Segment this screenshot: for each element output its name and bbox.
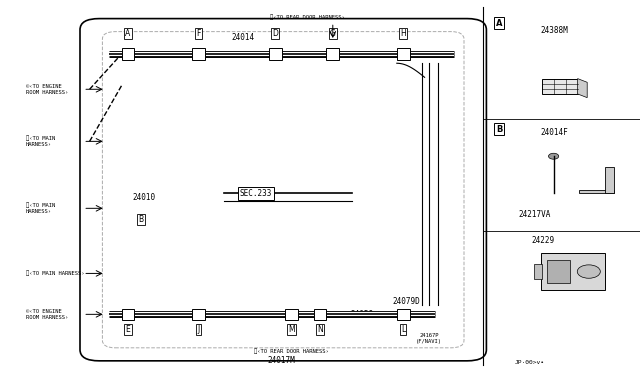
Bar xyxy=(122,48,134,60)
Text: SEC.233: SEC.233 xyxy=(240,189,272,198)
Text: ©‹TO ENGINE
ROOM HARNESS›: ©‹TO ENGINE ROOM HARNESS› xyxy=(26,309,68,320)
Text: 24017M: 24017M xyxy=(268,356,296,365)
Text: 24167P
(F/NAVI): 24167P (F/NAVI) xyxy=(416,333,442,344)
Text: A: A xyxy=(125,29,131,38)
Bar xyxy=(192,309,205,320)
Text: ①‹TO MAIN HARNESS›: ①‹TO MAIN HARNESS› xyxy=(26,270,84,276)
Text: 24388M: 24388M xyxy=(541,26,568,35)
Text: E: E xyxy=(125,325,131,334)
Bar xyxy=(534,264,542,279)
Text: 24217VA: 24217VA xyxy=(518,210,551,219)
Bar xyxy=(269,48,282,60)
Text: JP·00>v•: JP·00>v• xyxy=(515,360,545,365)
Bar xyxy=(122,309,134,320)
Text: Ⓝ‹TO REAR DOOR HARNESS›: Ⓝ‹TO REAR DOOR HARNESS› xyxy=(254,349,328,355)
Text: Ⓐ‹TO MAIN
HARNESS›: Ⓐ‹TO MAIN HARNESS› xyxy=(26,203,55,214)
Bar xyxy=(326,48,339,60)
Text: L: L xyxy=(401,325,405,334)
Text: D: D xyxy=(272,29,278,38)
Bar xyxy=(314,309,326,320)
Text: N: N xyxy=(317,325,323,334)
Bar xyxy=(541,253,605,290)
Text: ©‹TO ENGINE
ROOM HARNESS›: ©‹TO ENGINE ROOM HARNESS› xyxy=(26,84,68,95)
Bar xyxy=(547,260,570,283)
Bar xyxy=(397,48,410,60)
Text: A: A xyxy=(496,19,502,28)
Bar xyxy=(397,309,410,320)
Bar xyxy=(605,167,614,193)
Bar xyxy=(543,78,578,94)
Text: B: B xyxy=(138,215,143,224)
Bar xyxy=(579,190,614,193)
Text: 24229: 24229 xyxy=(531,236,554,245)
Circle shape xyxy=(548,153,559,159)
Text: 24079D: 24079D xyxy=(392,297,420,306)
Polygon shape xyxy=(578,78,588,98)
Text: H: H xyxy=(401,29,406,38)
Text: G: G xyxy=(330,29,336,38)
Bar xyxy=(285,309,298,320)
Circle shape xyxy=(577,265,600,278)
Text: Ⓑ‹TO MAIN
HARNESS›: Ⓑ‹TO MAIN HARNESS› xyxy=(26,136,55,147)
Text: Ⓝ‹TO REAR DOOR HARNESS›: Ⓝ‹TO REAR DOOR HARNESS› xyxy=(270,14,344,20)
Text: 24014F: 24014F xyxy=(541,128,568,137)
Bar xyxy=(192,48,205,60)
Text: F: F xyxy=(196,29,200,38)
Text: J: J xyxy=(197,325,200,334)
Text: 24014: 24014 xyxy=(232,33,255,42)
Text: 24058: 24058 xyxy=(350,310,373,319)
Text: B: B xyxy=(496,125,502,134)
Text: 24010: 24010 xyxy=(132,193,156,202)
Text: M: M xyxy=(288,325,294,334)
